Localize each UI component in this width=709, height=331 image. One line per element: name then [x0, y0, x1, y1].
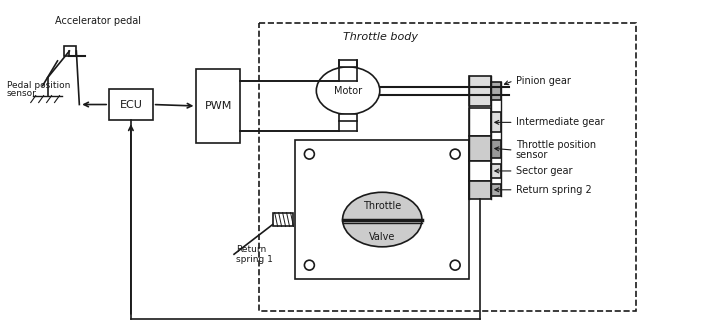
- Bar: [469, 181, 491, 199]
- Text: Throttle: Throttle: [363, 201, 401, 211]
- Text: PWM: PWM: [204, 101, 232, 111]
- Text: Return: Return: [236, 245, 267, 254]
- Bar: [469, 76, 491, 106]
- Bar: [491, 164, 501, 178]
- Text: Accelerator pedal: Accelerator pedal: [55, 16, 140, 26]
- Bar: [491, 140, 501, 158]
- Bar: [469, 136, 491, 161]
- Bar: [65, 46, 77, 56]
- Text: sensor: sensor: [7, 89, 37, 98]
- Text: spring 1: spring 1: [236, 255, 273, 264]
- Text: Pedal position: Pedal position: [7, 81, 70, 90]
- Bar: [296, 140, 469, 279]
- Bar: [273, 213, 293, 226]
- Bar: [491, 184, 501, 196]
- Ellipse shape: [316, 67, 380, 115]
- Bar: [469, 161, 491, 181]
- Text: Sector gear: Sector gear: [515, 166, 572, 176]
- Text: Valve: Valve: [369, 232, 396, 242]
- Text: Motor: Motor: [334, 86, 362, 96]
- Text: Intermediate gear: Intermediate gear: [515, 118, 604, 127]
- Text: Throttle body: Throttle body: [343, 32, 418, 42]
- Bar: [196, 69, 240, 143]
- Text: Throttle position: Throttle position: [515, 140, 596, 150]
- Text: Pinion gear: Pinion gear: [515, 76, 571, 86]
- Bar: [339, 115, 357, 121]
- Bar: [259, 23, 636, 311]
- Text: Return spring 2: Return spring 2: [515, 185, 591, 195]
- Bar: [491, 82, 501, 100]
- Bar: [339, 60, 357, 67]
- Text: sensor: sensor: [515, 150, 548, 160]
- Text: ECU: ECU: [119, 100, 143, 110]
- Bar: [109, 89, 152, 120]
- Bar: [491, 113, 501, 132]
- Bar: [469, 109, 491, 136]
- Ellipse shape: [342, 192, 422, 247]
